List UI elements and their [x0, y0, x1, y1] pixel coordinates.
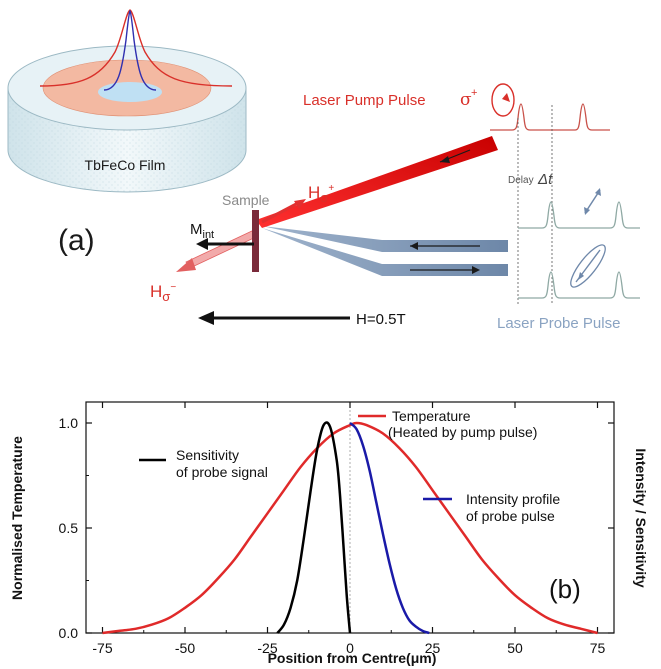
h-sigma-minus-arrow [176, 229, 259, 272]
panel-a-label: (a) [58, 224, 95, 257]
pump-sigma-sup: + [471, 87, 477, 99]
temperature-label-2: (Heated by pump pulse) [388, 424, 537, 440]
pump-sigma: σ [460, 90, 472, 110]
m-int-sub: int [203, 229, 215, 241]
delay-label: Delay [508, 175, 534, 186]
intensity-label-2: of probe pulse [466, 508, 555, 524]
field-label: H=0.5T [356, 311, 406, 328]
y-tick-label: 0.0 [59, 625, 79, 641]
temperature-label-1: Temperature [392, 408, 471, 424]
x-tick-label: -50 [175, 640, 195, 656]
panel-b-label: (b) [549, 574, 581, 604]
y-tick-label: 1.0 [59, 415, 79, 431]
x-tick-label: 75 [590, 640, 606, 656]
sensitivity-label-2: of probe signal [176, 464, 268, 480]
m-int-main: M [190, 221, 203, 238]
temperature-curve [102, 421, 598, 635]
x-tick-label: 25 [425, 640, 441, 656]
intensity-curve [349, 422, 430, 635]
pump-label: Laser Pump Pulse [303, 92, 426, 109]
h-sigma-plus-arrow [261, 199, 306, 224]
panel-a: TbFeCo Film (a) Laser Pump Pulse σ + Del… [7, 9, 640, 332]
x-tick-label: -25 [257, 640, 277, 656]
m-int-arrow [196, 238, 254, 250]
pump-beam [256, 136, 498, 228]
x-axis-label: Position from Centre(μm) [268, 650, 437, 666]
probe-polarization-ellipse-icon [570, 244, 606, 288]
h-plus-sup: + [328, 183, 334, 194]
tbfeco-film-disk: TbFeCo Film [7, 9, 247, 193]
probe-label: Laser Probe Pulse [497, 315, 620, 332]
sample-label: Sample [222, 192, 270, 208]
h-field-arrow [198, 311, 350, 325]
svg-text:Hσ−: Hσ− [150, 282, 176, 304]
delay-delta-t: Δt [537, 171, 553, 188]
h-minus-sup: − [170, 282, 176, 293]
x-tick-label: -75 [92, 640, 112, 656]
svg-text:Mint: Mint [190, 221, 214, 241]
h-minus-sub: σ [162, 289, 170, 304]
sensitivity-curve [276, 421, 352, 634]
sample-plate [252, 210, 259, 272]
y2-axis-label: Intensity / Sensitivity [633, 448, 649, 587]
h-plus-main: H [308, 183, 320, 202]
probe-pulse-trace-upper [518, 188, 640, 229]
film-label: TbFeCo Film [85, 157, 166, 173]
h-minus-main: H [150, 282, 162, 301]
x-tick-label: 50 [507, 640, 523, 656]
x-tick-label: 0 [346, 640, 354, 656]
film-probe-curve [103, 10, 157, 91]
h-plus-sub: σ [320, 190, 328, 205]
intensity-label-1: Intensity profile [466, 491, 560, 507]
pump-pulse-trace [490, 83, 610, 131]
film-temperature-curve [39, 9, 233, 87]
panel-b: -75 -50 -25 0 25 50 75 0.0 0.5 1.0 Position from… [9, 401, 649, 666]
y-axis-label: Normalised Temperature [9, 436, 25, 600]
sensitivity-label-1: Sensitivity [176, 447, 239, 463]
svg-text:Hσ+: Hσ+ [308, 183, 334, 205]
y-tick-label: 0.5 [59, 520, 79, 536]
pump-polarization-circle-icon [491, 83, 515, 117]
probe-pulse-trace-lower [518, 244, 640, 299]
probe-beams [262, 226, 508, 276]
